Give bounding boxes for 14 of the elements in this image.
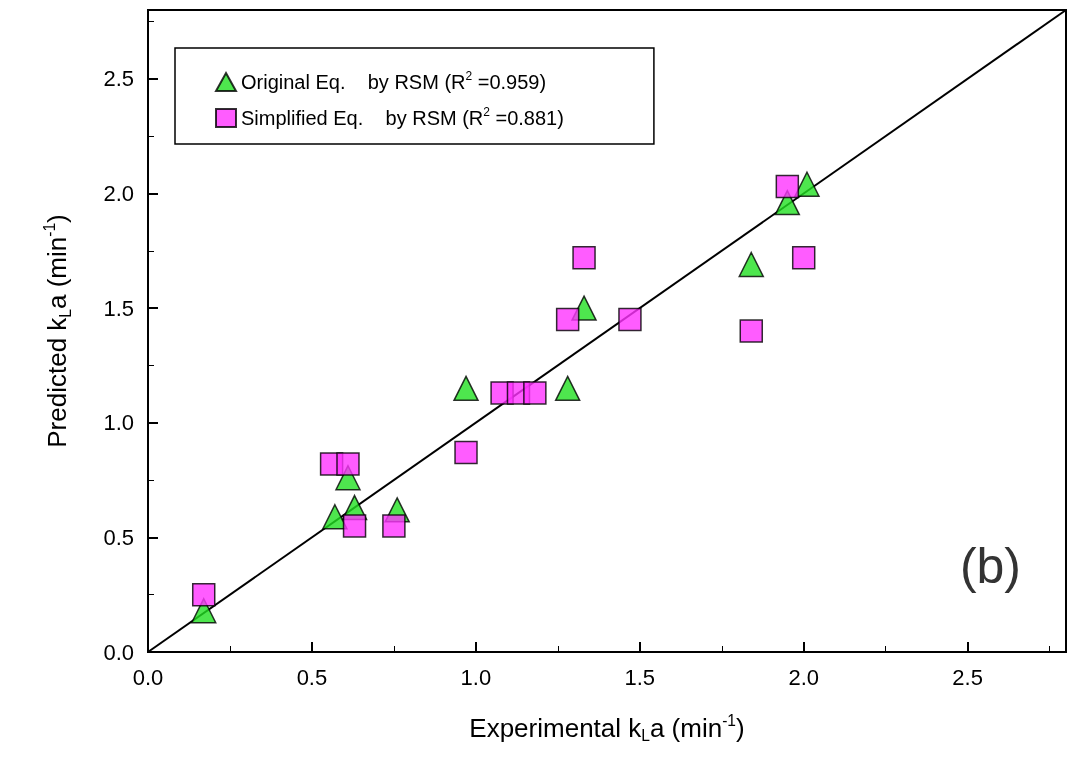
y-tick-label: 1.0 (103, 410, 134, 436)
annotation: (b) (959, 538, 1021, 594)
x-tick-label: 0.0 (132, 664, 164, 690)
y-axis-title: Predicted kLa (min-1) (41, 214, 74, 448)
y-tick-label: 0.0 (103, 639, 134, 665)
x-tick-label: 0.5 (296, 664, 328, 690)
x-tick-label: 2.0 (788, 664, 820, 690)
x-tick-label: 2.5 (952, 664, 983, 690)
y-tick-label: 0.5 (103, 524, 134, 550)
y-tick-label: 2.5 (103, 66, 134, 92)
x-tick-label: 1.5 (624, 664, 656, 690)
x-tick-label: 1.0 (460, 664, 492, 690)
y-tick-label: 1.5 (103, 295, 134, 321)
y-tick-label: 2.0 (103, 180, 134, 206)
